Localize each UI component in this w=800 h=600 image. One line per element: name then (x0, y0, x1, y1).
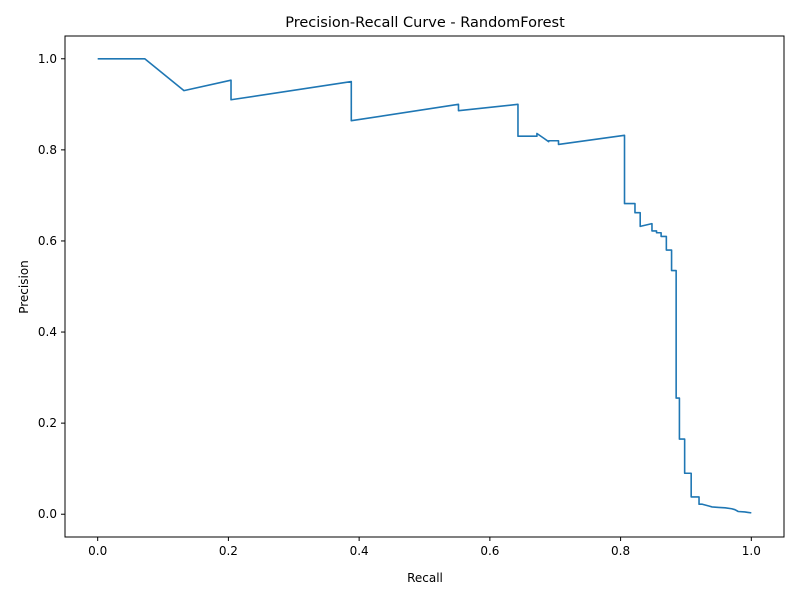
x-tick-label: 0.2 (219, 544, 238, 558)
x-tick-label: 0.0 (88, 544, 107, 558)
plot-frame (64, 35, 785, 538)
y-tick-label: 0.6 (38, 234, 57, 248)
y-tick-label: 0.8 (38, 143, 57, 157)
ticks-layer: 0.0 0.2 0.4 0.6 0.8 1.0 0.0 0.2 0.4 0.6 0.8 1.0 (38, 52, 761, 558)
x-tick-label: 0.8 (611, 544, 630, 558)
pr-curve-line (97, 57, 752, 514)
y-tick-label: 0.2 (38, 416, 57, 430)
y-tick-label: 0.0 (38, 507, 57, 521)
x-axis-label: Recall (407, 571, 443, 585)
chart-title: Precision-Recall Curve - RandomForest (285, 15, 565, 31)
y-tick-label: 1.0 (38, 52, 57, 66)
y-axis-label: Precision (17, 260, 31, 314)
x-tick-label: 0.6 (480, 544, 499, 558)
x-tick-label: 0.4 (350, 544, 369, 558)
x-tick-label: 1.0 (742, 544, 761, 558)
y-tick-label: 0.4 (38, 325, 57, 339)
